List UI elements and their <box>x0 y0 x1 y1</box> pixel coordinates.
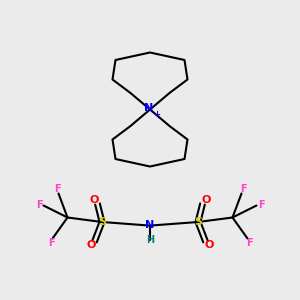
Text: O: O <box>89 195 99 206</box>
Text: O: O <box>201 195 211 206</box>
Text: S: S <box>98 217 106 227</box>
Text: F: F <box>246 238 252 248</box>
Text: +: + <box>153 110 160 119</box>
Text: F: F <box>36 200 42 211</box>
Text: O: O <box>86 240 96 250</box>
Text: F: F <box>48 238 54 248</box>
Text: F: F <box>54 184 60 194</box>
Text: N: N <box>146 220 154 230</box>
Text: O: O <box>204 240 214 250</box>
Text: N: N <box>144 103 153 113</box>
Text: S: S <box>194 217 202 227</box>
Text: F: F <box>240 184 246 194</box>
Text: H: H <box>146 235 154 245</box>
Text: F: F <box>258 200 264 211</box>
